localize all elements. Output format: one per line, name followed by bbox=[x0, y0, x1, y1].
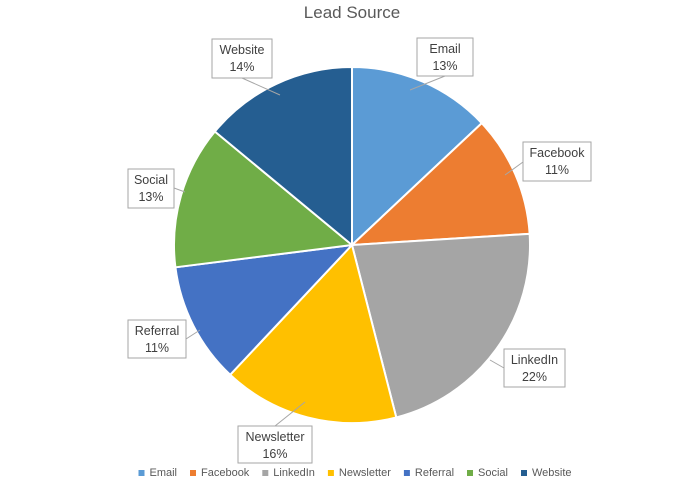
data-label-category-facebook: Facebook bbox=[530, 146, 586, 160]
leader-line-facebook bbox=[504, 161, 524, 176]
pie-slices bbox=[173, 65, 532, 424]
chart-legend: Email Facebook LinkedIn Newsletter Referral S… bbox=[138, 467, 572, 479]
legend-label-website: Website bbox=[532, 467, 572, 479]
legend-label-linkedin: LinkedIn bbox=[273, 467, 315, 479]
legend-swatch-linkedin bbox=[262, 470, 269, 476]
legend-label-facebook: Facebook bbox=[201, 467, 250, 479]
data-label-value-email: 13% bbox=[432, 59, 457, 73]
callout-box-email bbox=[416, 37, 474, 77]
data-label-category-newsletter: Newsletter bbox=[245, 430, 304, 444]
data-label-website: Website 14% bbox=[211, 38, 281, 96]
leader-line-newsletter bbox=[274, 401, 306, 427]
legend-label-referral: Referral bbox=[415, 467, 454, 479]
pie-slice-website bbox=[213, 65, 353, 248]
data-label-value-referral: 11% bbox=[145, 341, 169, 355]
callout-box-linkedin bbox=[503, 348, 566, 388]
legend-label-social: Social bbox=[478, 467, 508, 479]
legend-item-website: Website bbox=[521, 467, 572, 479]
data-label-category-referral: Referral bbox=[135, 324, 179, 338]
pie-slice-newsletter bbox=[228, 242, 398, 424]
leader-line-referral bbox=[185, 329, 201, 340]
data-label-callouts: Email 13% Facebook 11% LinkedIn 22% Newsletter… bbox=[127, 37, 592, 464]
legend-item-email: Email bbox=[138, 467, 178, 479]
leader-line-social bbox=[173, 187, 186, 193]
data-label-category-email: Email bbox=[429, 42, 460, 56]
data-label-value-facebook: 11% bbox=[545, 163, 569, 177]
data-label-value-social: 13% bbox=[138, 190, 163, 204]
data-label-value-website: 14% bbox=[229, 60, 254, 74]
data-label-linkedin: LinkedIn 22% bbox=[489, 348, 566, 388]
legend-swatch-email bbox=[138, 470, 145, 476]
data-label-email: Email 13% bbox=[409, 37, 474, 91]
leader-line-email bbox=[409, 75, 446, 91]
pie-slice-linkedin bbox=[350, 232, 532, 419]
callout-box-newsletter bbox=[237, 425, 313, 464]
leader-line-linkedin bbox=[489, 359, 505, 369]
data-label-category-social: Social bbox=[134, 173, 168, 187]
pie-slice-email bbox=[351, 65, 484, 248]
legend-swatch-social bbox=[467, 470, 473, 476]
legend-item-social: Social bbox=[467, 467, 508, 479]
data-label-facebook: Facebook 11% bbox=[504, 141, 592, 182]
legend-item-newsletter: Newsletter bbox=[327, 467, 391, 479]
pie-slice-social bbox=[173, 130, 355, 269]
legend-item-referral: Referral bbox=[403, 467, 454, 479]
pie-slice-facebook bbox=[349, 121, 531, 247]
data-label-category-website: Website bbox=[220, 43, 265, 57]
legend-item-linkedin: LinkedIn bbox=[262, 467, 315, 479]
legend-swatch-referral bbox=[403, 470, 410, 476]
legend-swatch-website bbox=[521, 470, 527, 476]
callout-box-referral bbox=[127, 319, 187, 359]
legend-swatch-newsletter bbox=[327, 470, 334, 476]
legend-label-email: Email bbox=[150, 467, 178, 479]
callout-box-social bbox=[127, 168, 175, 209]
chart-title: Lead Source bbox=[304, 3, 400, 22]
data-label-referral: Referral 11% bbox=[127, 319, 201, 359]
legend-item-facebook: Facebook bbox=[190, 467, 250, 479]
leader-line-website bbox=[241, 77, 281, 96]
data-label-value-linkedin: 22% bbox=[522, 370, 547, 384]
data-label-social: Social 13% bbox=[127, 168, 186, 209]
data-label-newsletter: Newsletter 16% bbox=[237, 401, 313, 464]
callout-box-facebook bbox=[522, 141, 592, 182]
pie-slice-referral bbox=[174, 243, 355, 377]
legend-label-newsletter: Newsletter bbox=[339, 467, 391, 479]
data-label-value-newsletter: 16% bbox=[262, 447, 287, 461]
legend-swatch-facebook bbox=[190, 470, 196, 476]
data-label-category-linkedin: LinkedIn bbox=[511, 353, 558, 367]
callout-box-website bbox=[211, 38, 273, 79]
